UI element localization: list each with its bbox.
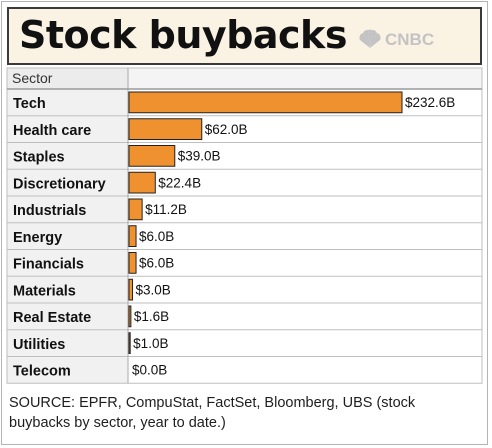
header-label-cell bbox=[7, 68, 128, 89]
data-label: $62.0B bbox=[205, 122, 248, 137]
category-label: Telecom bbox=[13, 364, 71, 380]
label-column-background bbox=[7, 89, 128, 384]
category-label: Materials bbox=[13, 283, 76, 299]
category-label: Staples bbox=[13, 150, 65, 166]
source-note: SOURCE: EPFR, CompuStat, FactSet, Bloomb… bbox=[9, 395, 416, 431]
title-box: Stock buybacks bbox=[7, 7, 482, 65]
category-label: Energy bbox=[13, 230, 62, 246]
bar bbox=[128, 145, 176, 167]
category-label: Discretionary bbox=[13, 176, 106, 192]
bar bbox=[128, 278, 134, 301]
peacock-icon bbox=[359, 29, 381, 48]
data-label: $1.0B bbox=[133, 336, 168, 351]
column-header-label: Sector bbox=[12, 70, 53, 86]
data-label: $6.0B bbox=[139, 256, 174, 271]
data-label: $6.0B bbox=[139, 229, 174, 244]
category-label: Industrials bbox=[13, 203, 86, 219]
data-label: $11.2B bbox=[145, 202, 187, 217]
bar bbox=[128, 118, 203, 140]
bar bbox=[128, 198, 143, 221]
category-label: Real Estate bbox=[13, 310, 91, 326]
category-label: Tech bbox=[13, 96, 46, 112]
bar bbox=[128, 91, 403, 114]
data-label: $232.6B bbox=[405, 95, 455, 110]
bar bbox=[128, 252, 137, 274]
cnbc-logo: CNBC bbox=[357, 29, 465, 51]
table-border bbox=[6, 67, 483, 384]
bar bbox=[128, 332, 131, 354]
logo-wordmark: CNBC bbox=[385, 30, 435, 49]
bar bbox=[128, 225, 137, 247]
data-label: $0.0B bbox=[132, 363, 167, 378]
header-value-cell bbox=[128, 68, 482, 89]
chart-title: Stock buybacks bbox=[19, 13, 347, 57]
bar bbox=[128, 305, 132, 328]
category-label: Health care bbox=[13, 123, 91, 139]
data-label: $1.6B bbox=[134, 309, 169, 324]
category-label: Utilities bbox=[13, 337, 65, 353]
data-label: $3.0B bbox=[136, 282, 171, 297]
data-label: $22.4B bbox=[158, 175, 201, 190]
category-label: Financials bbox=[13, 257, 84, 273]
data-label: $39.0B bbox=[178, 149, 221, 164]
bar bbox=[128, 171, 156, 194]
